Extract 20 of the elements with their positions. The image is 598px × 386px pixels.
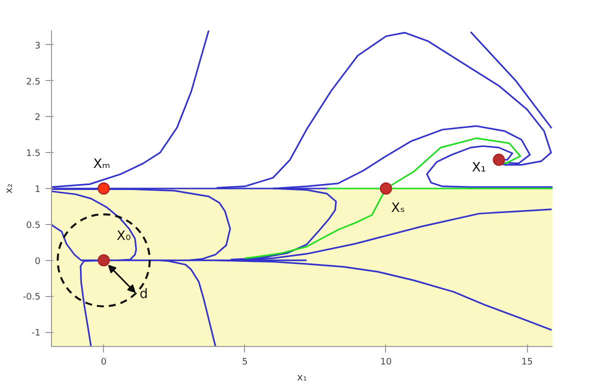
annotation: X₀ (116, 228, 131, 244)
y-axis-title: x₂ (4, 184, 15, 194)
y-tick-label: 3 (34, 41, 41, 52)
x-tick-label: 0 (100, 358, 107, 368)
x-tick-label: 10 (380, 358, 392, 368)
x-axis-title: x₁ (297, 372, 307, 384)
y-tick-label: 0.5 (26, 220, 41, 231)
y-tick-label: -0.5 (22, 292, 40, 303)
annotation: X₁ (472, 160, 486, 176)
annotation: d (140, 286, 148, 302)
x-tick-label: 15 (521, 358, 533, 368)
x-tick-label: 5 (242, 358, 248, 368)
y-tick-label: 0 (34, 256, 41, 267)
y-tick-label: 1.5 (26, 149, 41, 160)
y-tick-label: 2 (34, 113, 41, 124)
y-tick-label: -1 (32, 328, 41, 339)
y-tick-label: 2.5 (26, 77, 41, 88)
annotation: Xₛ (391, 201, 405, 216)
annotation: Xₘ (93, 157, 110, 172)
y-tick-label: 1 (34, 185, 41, 195)
